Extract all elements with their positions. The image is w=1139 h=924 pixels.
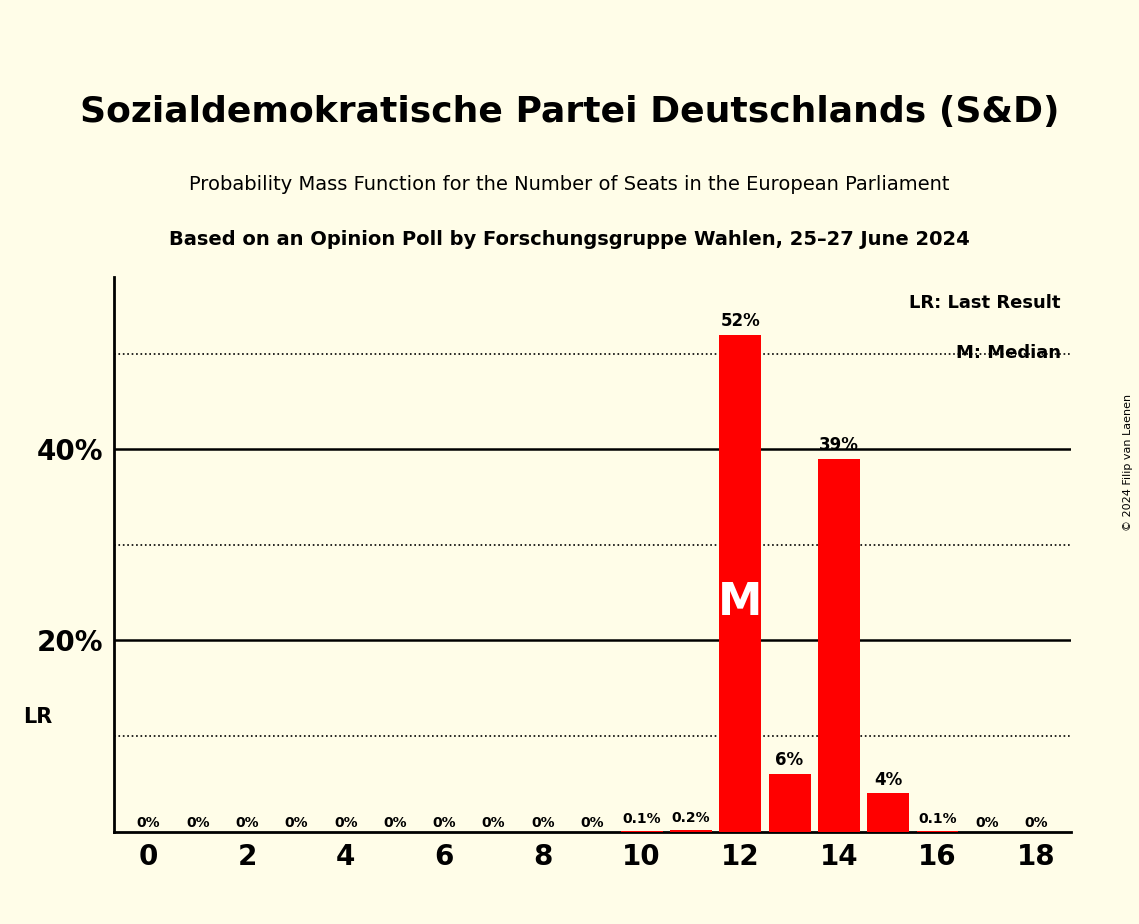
Bar: [867, 794, 909, 832]
Text: Probability Mass Function for the Number of Seats in the European Parliament: Probability Mass Function for the Number…: [189, 175, 950, 194]
Text: M: Median: M: Median: [956, 344, 1060, 361]
Text: 0%: 0%: [581, 816, 604, 830]
Text: 0.1%: 0.1%: [622, 812, 661, 826]
Text: LR: LR: [23, 707, 52, 727]
Text: LR: Last Result: LR: Last Result: [909, 294, 1060, 311]
Text: 0%: 0%: [236, 816, 259, 830]
Bar: [621, 831, 663, 832]
Text: 4%: 4%: [874, 771, 902, 788]
Text: 0.1%: 0.1%: [918, 812, 957, 826]
Text: Based on an Opinion Poll by Forschungsgruppe Wahlen, 25–27 June 2024: Based on an Opinion Poll by Forschungsgr…: [169, 230, 970, 249]
Text: 0%: 0%: [137, 816, 161, 830]
Text: 0%: 0%: [1024, 816, 1048, 830]
Text: 0%: 0%: [975, 816, 999, 830]
Bar: [818, 459, 860, 832]
Text: 6%: 6%: [776, 751, 804, 770]
Text: Sozialdemokratische Partei Deutschlands (S&D): Sozialdemokratische Partei Deutschlands …: [80, 95, 1059, 129]
Text: 0%: 0%: [334, 816, 358, 830]
Text: 0.2%: 0.2%: [672, 811, 711, 825]
Text: M: M: [718, 581, 762, 625]
Text: 39%: 39%: [819, 436, 859, 454]
Text: 0%: 0%: [531, 816, 555, 830]
Text: 0%: 0%: [186, 816, 210, 830]
Text: 0%: 0%: [482, 816, 506, 830]
Bar: [670, 830, 712, 832]
Text: 0%: 0%: [433, 816, 456, 830]
Text: 0%: 0%: [285, 816, 309, 830]
Bar: [769, 774, 811, 832]
Bar: [719, 334, 761, 832]
Text: © 2024 Filip van Laenen: © 2024 Filip van Laenen: [1123, 394, 1133, 530]
Bar: [917, 831, 958, 832]
Text: 52%: 52%: [720, 311, 760, 330]
Text: 0%: 0%: [383, 816, 407, 830]
